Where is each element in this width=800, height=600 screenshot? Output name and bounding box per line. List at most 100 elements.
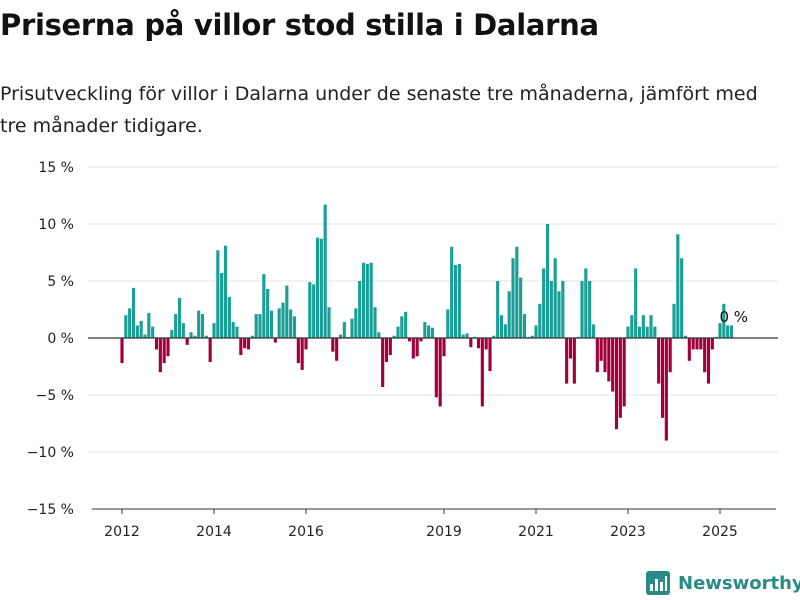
- bar: [545, 224, 550, 338]
- bar: [404, 311, 408, 338]
- axes: [88, 337, 778, 514]
- bar: [258, 314, 262, 338]
- bar: [438, 338, 442, 407]
- bar: [223, 245, 228, 338]
- bar: [235, 326, 239, 338]
- bar: [193, 335, 197, 338]
- bar: [695, 338, 699, 350]
- bar: [216, 250, 220, 338]
- bar: [331, 338, 335, 352]
- bar: [281, 302, 285, 338]
- y-tick-label: 15 %: [38, 160, 74, 176]
- bar: [442, 338, 446, 357]
- bar: [622, 338, 626, 407]
- bar: [534, 325, 538, 338]
- bar: [181, 323, 185, 338]
- bar: [231, 322, 235, 338]
- bar: [469, 338, 473, 348]
- bar: [269, 310, 274, 338]
- bar: [392, 335, 396, 338]
- chart-subtitle: Prisutveckling för villor i Dalarna unde…: [0, 83, 758, 137]
- bar: [718, 323, 722, 338]
- bar: [369, 262, 373, 338]
- bar: [664, 338, 668, 441]
- bars: [120, 204, 734, 441]
- bar: [553, 258, 557, 338]
- bar: [618, 338, 622, 418]
- bar: [308, 282, 312, 338]
- bar: [185, 338, 189, 345]
- bar: [507, 291, 511, 338]
- bar: [480, 338, 484, 407]
- bar: [722, 303, 726, 338]
- bar: [200, 314, 205, 338]
- bar: [327, 307, 331, 338]
- bar: [166, 338, 170, 357]
- bar: [511, 258, 515, 338]
- bar: [243, 338, 247, 349]
- bar: [476, 338, 481, 349]
- bar: [588, 281, 592, 338]
- bar: [373, 307, 377, 338]
- bar: [649, 315, 653, 338]
- bar: [634, 268, 638, 338]
- bar: [703, 338, 707, 373]
- bar: [335, 338, 339, 361]
- bar: [128, 308, 132, 338]
- bar: [549, 281, 553, 338]
- bar: [645, 326, 649, 338]
- bar: [603, 338, 607, 373]
- bar: [289, 309, 293, 338]
- bar: [691, 338, 695, 350]
- bar: [653, 326, 657, 338]
- bar: [319, 238, 323, 338]
- bar: [530, 335, 534, 338]
- bar: [726, 325, 730, 338]
- bar: [338, 334, 343, 338]
- bar: [174, 314, 178, 338]
- x-tick-label: 2016: [288, 524, 324, 540]
- bar: [154, 338, 159, 350]
- bar: [396, 326, 400, 338]
- bar: [197, 310, 201, 338]
- bar: [465, 333, 469, 338]
- bar: [273, 338, 277, 343]
- bar: [143, 334, 147, 338]
- bar-chart-logo-icon: [646, 571, 670, 595]
- x-tick-label: 2021: [518, 524, 554, 540]
- bar: [220, 273, 224, 338]
- bar: [641, 315, 645, 338]
- bar: [503, 324, 507, 338]
- bar: [250, 335, 254, 338]
- bar: [680, 258, 684, 338]
- bar: [135, 325, 139, 338]
- bar: [450, 246, 454, 338]
- bar: [434, 338, 438, 398]
- bar: [515, 246, 519, 338]
- bar: [158, 338, 162, 373]
- bar: [131, 287, 136, 338]
- bar: [120, 338, 124, 364]
- bar: [687, 338, 691, 361]
- latest-value-annotation: 0 %: [720, 308, 749, 326]
- bar: [358, 281, 362, 338]
- bar: [285, 285, 289, 338]
- brand-name: Newsworthy: [678, 572, 800, 594]
- bar: [599, 338, 603, 361]
- bar: [630, 315, 634, 338]
- bar: [300, 338, 304, 370]
- bar: [246, 338, 251, 350]
- bar: [676, 234, 680, 338]
- bar: [519, 277, 523, 338]
- bar: [565, 338, 569, 384]
- bar: [350, 318, 354, 338]
- bar: [342, 322, 346, 338]
- bar: [292, 316, 297, 338]
- bar: [365, 263, 369, 338]
- bar: [496, 281, 500, 338]
- bar: [151, 326, 155, 338]
- bar: [611, 338, 615, 392]
- bar: [411, 338, 415, 359]
- bar: [538, 303, 542, 338]
- bar: [277, 308, 281, 338]
